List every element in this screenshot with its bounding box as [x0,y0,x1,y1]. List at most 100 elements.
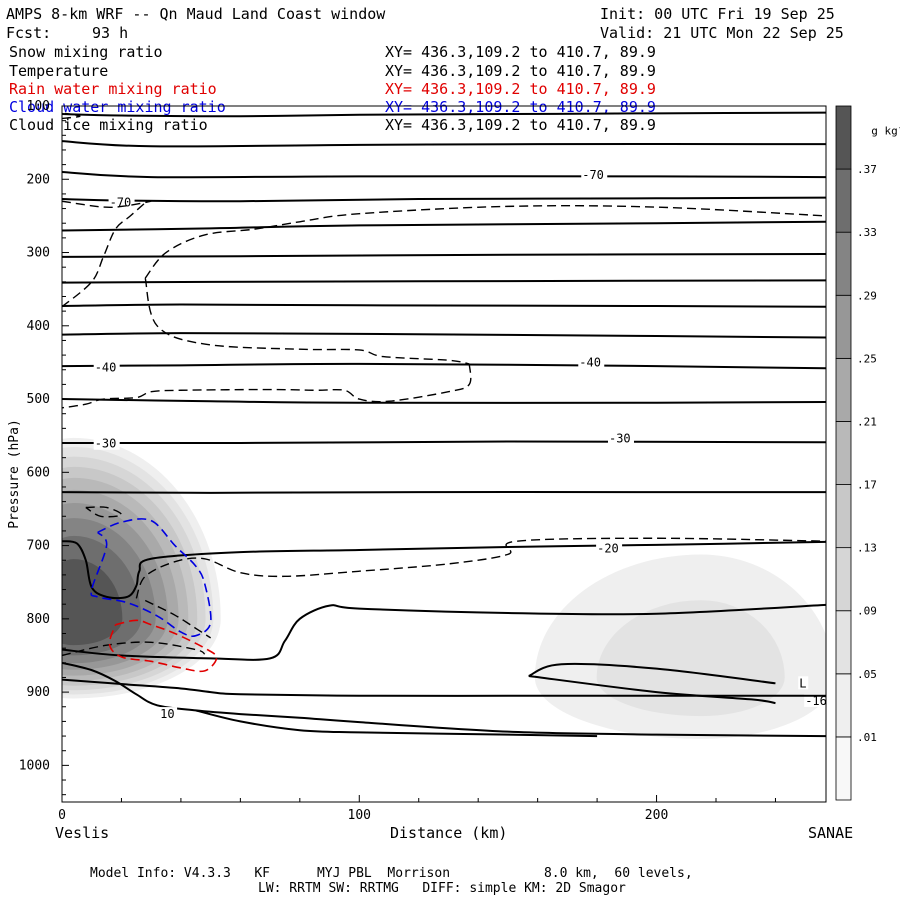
isotherm-label-bg [581,167,608,181]
colorbar-tick-label: .21 [857,415,877,428]
colorbar-tick-label: .13 [857,542,877,555]
isotherm-label-bg [93,436,120,450]
y-tick-label: 200 [27,172,50,187]
x-start-label: Veslis [55,824,110,842]
field-name: Cloud ice mixing ratio [9,116,208,134]
field-name: Cloud water mixing ratio [9,98,226,116]
snow-shade-veslis-coastal-snow [62,559,123,646]
field-xy: XY= 436.3,109.2 to 410.7, 89.9 [385,98,656,116]
isotherm-line [528,662,776,685]
isotherm-label: -40 [579,355,601,369]
field-xy: XY= 436.3,109.2 to 410.7, 89.9 [385,43,656,61]
isotherm-line [62,332,826,339]
isotherm-line [62,170,826,179]
x-tick-label: 0 [58,808,66,823]
y-tick-label: 100 [27,99,50,114]
colorbar-unit-exponent: -1 [898,123,900,132]
field-name: Snow mixing ratio [9,43,163,61]
colorbar-swatch [835,547,852,612]
cloud-ice-contour [144,204,826,279]
isotherm-line [62,196,826,203]
isotherm-line [62,252,826,258]
isotherm-label: -20 [597,542,619,556]
isotherm-line [195,709,598,738]
y-tick-label: 600 [27,465,50,480]
isotherm-label-bg [798,676,809,690]
isotherm-line [62,398,826,404]
isotherm-label-bg [93,360,120,374]
colorbar-tick-label: .05 [857,668,877,681]
colorbar-swatch [835,105,852,170]
cloud-ice-contour [62,363,472,409]
isotherm-label: -70 [582,168,604,182]
isotherm-line [62,440,826,445]
chart-title: AMPS 8-km WRF -- Qn Maud Land Coast wind… [6,5,386,23]
cloud-ice-contour [85,506,123,518]
isotherm-line [62,661,826,738]
field-xy: XY= 436.3,109.2 to 410.7, 89.9 [385,116,656,134]
model-info-line1: Model Info: V4.3.3 KF MYJ PBL Morrison 8… [90,866,693,881]
isotherm-line [62,491,826,494]
isotherm-label-bg [804,693,826,707]
x-tick-label: 200 [645,808,668,823]
colorbar-swatch [835,168,852,233]
colorbar-swatch [835,610,852,675]
isotherm-label: -16.0 [805,694,841,708]
rain-water-contour [108,619,218,673]
isotherm-line [62,140,826,148]
colorbar-swatch [835,421,852,485]
colorbar-swatch [835,736,852,801]
y-tick-label: 400 [27,319,50,334]
isotherm-label-bg [607,431,634,445]
isotherm-label: -30 [609,432,631,446]
isotherm-line [62,603,826,661]
y-axis-label: Pressure (hPa) [7,419,22,529]
plot-frame [61,105,827,803]
isotherm-line [62,279,826,284]
isotherm-line [62,362,826,370]
colorbar-tick-label: .01 [857,731,877,744]
isotherm-label-bg [578,355,605,369]
snow-shade-sanae-snow [596,600,785,717]
colorbar-swatch [835,294,852,359]
colorbar-unit: g kg-1 [858,102,900,140]
y-tick-label: 800 [27,612,50,627]
colorbar-tick-label: .17 [857,479,877,492]
isotherm-label: L [799,676,806,690]
colorbar-tick-label: .29 [857,289,877,302]
field-name: Rain water mixing ratio [9,80,217,98]
cloud-ice-contour [135,537,826,599]
y-tick-label: 500 [27,392,50,407]
field-xy: XY= 436.3,109.2 to 410.7, 89.9 [385,80,656,98]
y-tick-label: 900 [27,685,50,700]
isotherm-line [62,111,826,118]
field-xy: XY= 436.3,109.2 to 410.7, 89.9 [385,62,656,80]
isotherm-line [62,540,826,600]
y-tick-label: 1000 [19,758,50,773]
colorbar-tick-label: .37 [857,163,877,176]
isotherm-label: -70 [110,196,132,210]
isotherm-line [62,220,826,232]
isotherm-label: -40 [95,361,117,375]
cloud-water-contour [90,518,212,638]
isotherm-label-bg [596,541,623,555]
y-tick-label: 300 [27,246,50,261]
y-tick-label: 700 [27,539,50,554]
cloud-ice-contour [144,277,470,365]
isotherm-label: 10 [160,707,174,721]
isotherm-line [62,303,826,308]
colorbar-unit-text: g kg [871,124,898,138]
isotherm-label-bg [159,707,178,721]
isotherm-label-bg [108,195,135,209]
colorbar-swatch [835,484,852,549]
colorbar-tick-label: .33 [857,226,877,239]
field-name: Temperature [9,62,109,80]
isotherm-line [62,678,826,697]
plot-area: -70 -70 -40 -40 -30 -30 -20 L -16.0 10 [62,111,841,739]
x-end-label: SANAE [808,824,854,842]
cloud-ice-contour [62,641,206,657]
colorbar-swatch [835,231,852,296]
cloud-ice-contour [62,112,81,120]
init-time: Init: 00 UTC Fri 19 Sep 25 [600,5,835,23]
